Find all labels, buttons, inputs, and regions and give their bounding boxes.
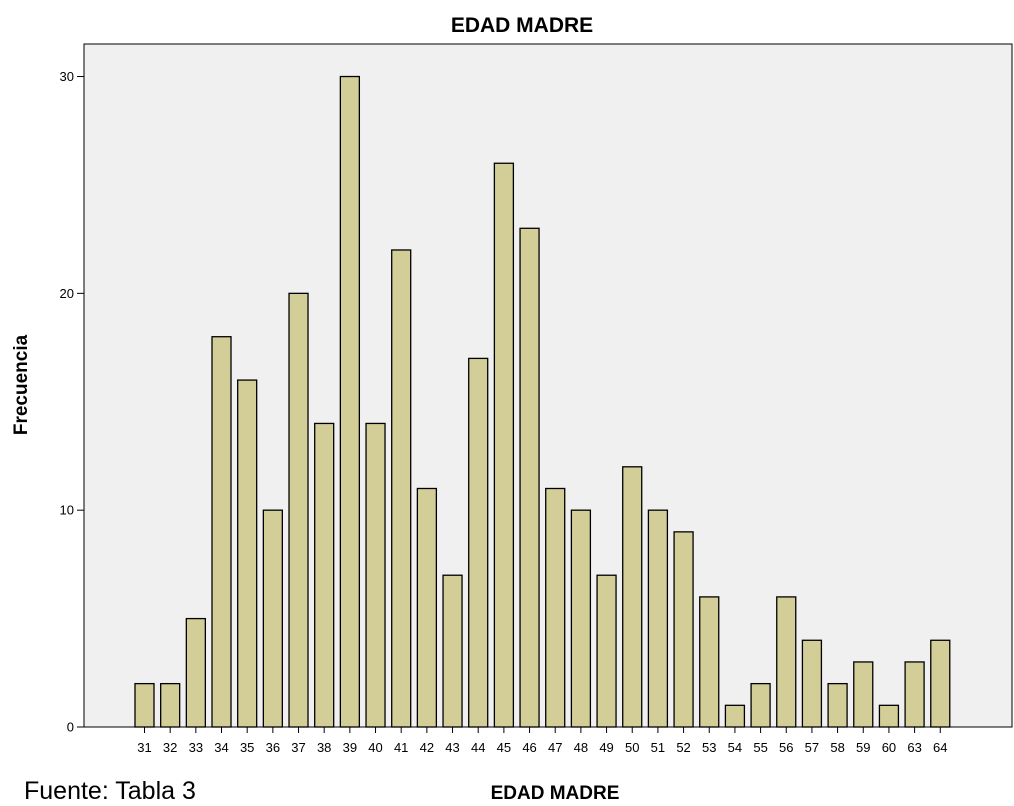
bar-31: [134, 682, 155, 728]
x-tick-label: 56: [779, 740, 793, 755]
source-note: Fuente: Tabla 3: [24, 777, 196, 805]
bar-35: [237, 379, 258, 728]
x-tick-label: 35: [240, 740, 254, 755]
bar-36: [262, 509, 284, 728]
bar-64: [930, 639, 951, 728]
x-tick-label: 59: [856, 740, 870, 755]
bar-55: [750, 682, 771, 728]
bar-53: [699, 596, 720, 728]
bar-44: [468, 357, 489, 728]
bar-56: [776, 596, 797, 728]
bar-57: [801, 639, 823, 728]
bar-60: [878, 704, 900, 728]
bar-49: [596, 574, 617, 728]
bar-47: [545, 487, 566, 728]
x-tick-label: 31: [137, 740, 151, 755]
bar-63: [904, 661, 925, 728]
y-axis: 0 10 20 30: [60, 69, 84, 735]
x-tick-label: 48: [574, 740, 588, 755]
x-tick-label: 64: [933, 740, 947, 755]
bar-39: [339, 75, 361, 728]
x-tick-label: 53: [702, 740, 716, 755]
x-tick-label: 50: [625, 740, 639, 755]
chart-title: EDAD MADRE: [451, 14, 593, 37]
bar-46: [519, 227, 540, 728]
x-tick-label: 39: [343, 740, 357, 755]
x-tick-label: 51: [651, 740, 665, 755]
bar-50: [622, 466, 643, 728]
x-axis: 31 32 33 34 35 36 37 38 39 40 41 42 43 44 45 46 47 48 49 50…: [137, 727, 948, 755]
bar-45: [493, 162, 515, 728]
bar-33: [185, 617, 206, 728]
bar-52: [673, 531, 694, 728]
y-tick-label: 20: [60, 286, 74, 301]
bar-58: [827, 682, 848, 728]
x-tick-label: 54: [728, 740, 742, 755]
x-tick-label: 44: [471, 740, 485, 755]
x-tick-label: 42: [420, 740, 434, 755]
bar-54: [724, 704, 746, 728]
x-tick-label: 33: [189, 740, 203, 755]
x-tick-label: 40: [368, 740, 382, 755]
x-tick-label: 37: [291, 740, 305, 755]
x-tick-label: 58: [830, 740, 844, 755]
bar-59: [853, 661, 874, 728]
y-tick-label: 10: [60, 503, 74, 518]
bar-32: [160, 682, 181, 728]
y-axis-label: Frecuencia: [11, 334, 32, 435]
x-tick-label: 60: [882, 740, 896, 755]
x-tick-label: 41: [394, 740, 408, 755]
bar-42: [416, 487, 438, 728]
x-tick-label: 63: [907, 740, 921, 755]
bar-34: [211, 336, 232, 728]
bar-37: [288, 292, 309, 728]
x-tick-label: 32: [163, 740, 177, 755]
x-tick-label: 34: [214, 740, 228, 755]
x-tick-label: 49: [599, 740, 613, 755]
x-tick-label: 43: [445, 740, 459, 755]
bar-40: [365, 422, 386, 728]
y-tick-label: 0: [67, 720, 74, 735]
x-tick-label: 46: [522, 740, 536, 755]
bar-48: [570, 509, 592, 728]
x-tick-label: 38: [317, 740, 331, 755]
bar-38: [314, 422, 335, 728]
bars: [134, 75, 951, 728]
x-tick-label: 45: [497, 740, 511, 755]
x-tick-label: 57: [805, 740, 819, 755]
x-tick-label: 52: [676, 740, 690, 755]
x-axis-label: EDAD MADRE: [491, 783, 620, 804]
x-tick-label: 55: [753, 740, 767, 755]
bar-41: [391, 249, 412, 728]
y-tick-label: 30: [60, 69, 74, 84]
x-tick-label: 36: [266, 740, 280, 755]
bar-51: [647, 509, 669, 728]
x-tick-label: 47: [548, 740, 562, 755]
bar-43: [442, 574, 463, 728]
